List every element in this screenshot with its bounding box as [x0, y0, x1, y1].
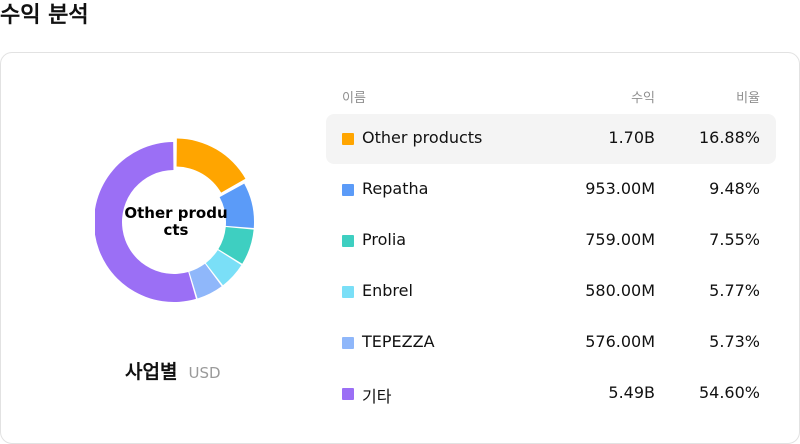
header-ratio: 비율	[736, 91, 760, 106]
donut-center-label: Other products	[124, 204, 228, 239]
segment-caption: 사업별	[125, 361, 178, 383]
row-revenue: 576.00M	[585, 332, 655, 351]
row-ratio: 16.88%	[698, 128, 760, 147]
donut-slice[interactable]	[205, 250, 242, 286]
donut-chart: Other products	[95, 135, 257, 305]
legend-swatch	[342, 133, 354, 145]
row-name: Repatha	[362, 179, 429, 198]
row-revenue: 580.00M	[585, 281, 655, 300]
row-name: Enbrel	[362, 281, 413, 300]
table-row[interactable]: Prolia 759.00M 7.55%	[326, 216, 776, 266]
row-ratio: 5.77%	[709, 281, 760, 300]
donut-slice[interactable]	[189, 263, 222, 299]
row-revenue: 5.49B	[608, 383, 655, 402]
legend-swatch	[342, 184, 354, 196]
row-name: TEPEZZA	[362, 332, 435, 351]
table-row[interactable]: Other products 1.70B 16.88%	[326, 114, 776, 164]
row-revenue: 953.00M	[585, 179, 655, 198]
row-name: Other products	[362, 128, 483, 147]
row-ratio: 54.60%	[698, 383, 760, 402]
donut-slice[interactable]	[95, 142, 196, 302]
donut-slice[interactable]	[219, 183, 254, 228]
table-row[interactable]: Enbrel 580.00M 5.77%	[326, 267, 776, 317]
currency-unit: USD	[188, 364, 221, 382]
row-name: Prolia	[362, 230, 407, 249]
donut-svg	[95, 138, 254, 302]
table-header: 이름 수익 비율	[326, 87, 776, 107]
revenue-card: Other products 사업별 USD 이름 수익 비율 Other pr…	[0, 52, 800, 444]
row-ratio: 7.55%	[709, 230, 760, 249]
legend-swatch	[342, 337, 354, 349]
header-revenue: 수익	[631, 91, 655, 106]
chart-caption: 사업별 USD	[125, 357, 221, 384]
table-row[interactable]: Repatha 953.00M 9.48%	[326, 165, 776, 215]
row-ratio: 5.73%	[709, 332, 760, 351]
table-row[interactable]: TEPEZZA 576.00M 5.73%	[326, 318, 776, 368]
row-ratio: 9.48%	[709, 179, 760, 198]
table-row[interactable]: 기타 5.49B 54.60%	[326, 369, 776, 419]
legend-swatch	[342, 286, 354, 298]
legend-swatch	[342, 235, 354, 247]
row-name: 기타	[362, 387, 392, 406]
row-revenue: 1.70B	[608, 128, 655, 147]
donut-slice[interactable]	[218, 226, 254, 264]
legend-swatch	[342, 388, 354, 400]
header-name: 이름	[342, 91, 366, 106]
page-title: 수익 분석	[0, 3, 89, 28]
donut-slice[interactable]	[176, 138, 246, 193]
row-revenue: 759.00M	[585, 230, 655, 249]
